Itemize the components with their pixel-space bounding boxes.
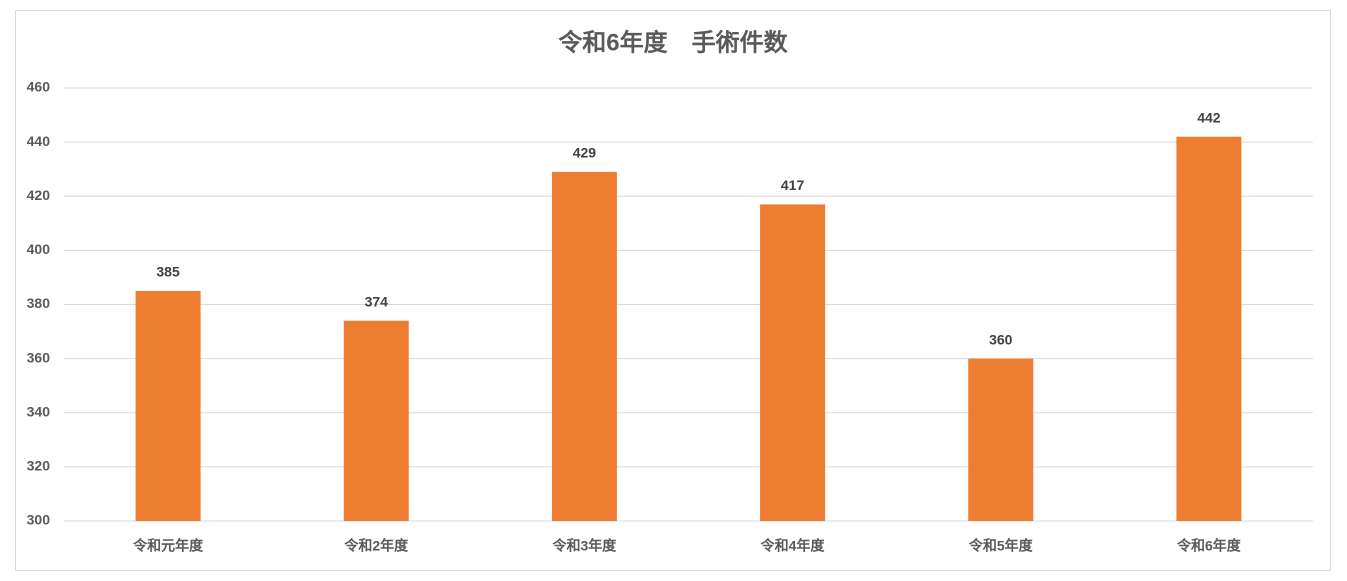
bar <box>1176 136 1242 521</box>
data-label: 360 <box>989 331 1013 347</box>
y-tick-label: 300 <box>27 512 51 528</box>
bar <box>135 290 201 521</box>
bar <box>968 358 1034 521</box>
y-tick-label: 460 <box>27 79 51 95</box>
x-tick-label: 令和5年度 <box>968 538 1034 554</box>
y-tick-label: 400 <box>27 241 51 257</box>
y-tick-label: 340 <box>27 403 51 419</box>
y-tick-label: 420 <box>27 187 51 203</box>
y-tick-label: 380 <box>27 295 51 311</box>
bar <box>551 171 617 522</box>
x-tick-label: 令和4年度 <box>760 538 826 554</box>
bar <box>760 204 826 521</box>
data-label: 442 <box>1197 109 1221 125</box>
x-tick-label: 令和2年度 <box>343 538 409 554</box>
chart-border <box>15 10 1331 571</box>
x-tick-label: 令和3年度 <box>552 538 618 554</box>
x-tick-label: 令和元年度 <box>132 538 204 554</box>
data-label: 417 <box>781 177 805 193</box>
data-label: 385 <box>156 264 180 280</box>
bar <box>343 320 409 521</box>
y-tick-label: 440 <box>27 133 51 149</box>
data-label: 374 <box>365 293 389 309</box>
y-tick-label: 360 <box>27 349 51 365</box>
chart-title: 令和6年度 手術件数 <box>558 28 788 56</box>
y-tick-label: 320 <box>27 458 51 474</box>
x-tick-label: 令和6年度 <box>1176 538 1242 554</box>
data-label: 429 <box>573 145 597 161</box>
